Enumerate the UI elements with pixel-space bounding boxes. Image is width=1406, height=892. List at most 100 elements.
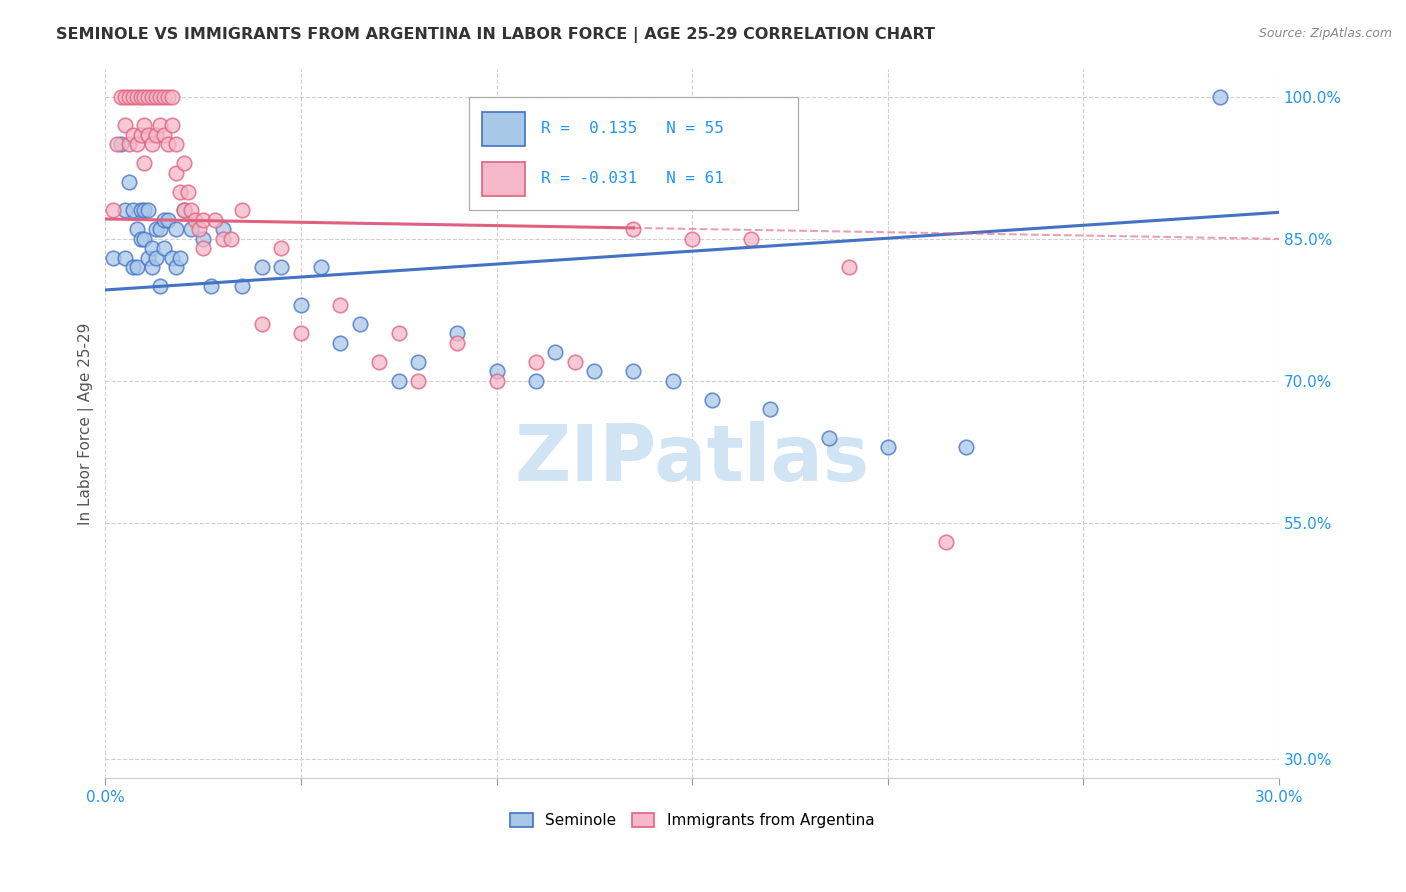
Point [156, 137, 179, 152]
Point [153, 241, 176, 255]
Point [329, 335, 352, 350]
Point [564, 355, 586, 369]
Point [681, 232, 703, 246]
Point [134, 203, 156, 218]
Point [114, 118, 136, 132]
Point [876, 440, 898, 454]
Point [661, 374, 683, 388]
Point [270, 241, 292, 255]
Point [149, 279, 172, 293]
Point [105, 137, 128, 152]
Point [103, 251, 125, 265]
Point [110, 137, 132, 152]
Point [149, 90, 172, 104]
Point [329, 298, 352, 312]
Point [740, 232, 762, 246]
Point [623, 222, 645, 236]
Text: SEMINOLE VS IMMIGRANTS FROM ARGENTINA IN LABOR FORCE | AGE 25-29 CORRELATION CHA: SEMINOLE VS IMMIGRANTS FROM ARGENTINA IN… [56, 27, 935, 43]
Point [759, 402, 782, 417]
Point [160, 118, 183, 132]
Point [180, 222, 202, 236]
Point [125, 260, 148, 275]
Point [145, 222, 167, 236]
Point [180, 203, 202, 218]
Point [544, 345, 567, 359]
Point [349, 317, 371, 331]
Point [114, 251, 136, 265]
Point [818, 431, 841, 445]
Point [153, 213, 176, 227]
Point [110, 90, 132, 104]
Point [114, 90, 136, 104]
Point [200, 279, 222, 293]
Point [1209, 90, 1232, 104]
Point [250, 317, 273, 331]
Point [250, 260, 273, 275]
Point [125, 222, 148, 236]
Point [125, 137, 148, 152]
Point [231, 279, 253, 293]
Point [141, 260, 163, 275]
Point [524, 374, 547, 388]
Text: Source: ZipAtlas.com: Source: ZipAtlas.com [1258, 27, 1392, 40]
Point [138, 128, 160, 142]
Point [184, 213, 207, 227]
Point [211, 232, 233, 246]
Point [309, 260, 332, 275]
Point [623, 364, 645, 378]
Point [270, 260, 292, 275]
Point [129, 90, 152, 104]
Point [290, 298, 312, 312]
Point [160, 251, 183, 265]
Point [141, 137, 163, 152]
Point [173, 203, 195, 218]
Point [145, 90, 167, 104]
Point [524, 355, 547, 369]
Point [145, 128, 167, 142]
Point [408, 374, 430, 388]
Point [188, 222, 211, 236]
Point [165, 137, 187, 152]
Point [138, 203, 160, 218]
Point [173, 156, 195, 170]
Point [176, 185, 198, 199]
Point [121, 203, 143, 218]
Point [138, 251, 160, 265]
Point [700, 392, 723, 407]
Point [165, 166, 187, 180]
Point [204, 213, 226, 227]
Point [145, 251, 167, 265]
Point [388, 326, 411, 341]
Point [134, 156, 156, 170]
Point [114, 203, 136, 218]
Point [153, 128, 176, 142]
Point [211, 222, 233, 236]
Point [125, 90, 148, 104]
Point [149, 118, 172, 132]
Point [118, 137, 141, 152]
Point [121, 260, 143, 275]
Point [153, 90, 176, 104]
Point [160, 90, 183, 104]
Point [129, 128, 152, 142]
Point [129, 203, 152, 218]
Point [838, 260, 860, 275]
Point [169, 185, 191, 199]
Point [173, 203, 195, 218]
Point [219, 232, 242, 246]
Point [149, 222, 172, 236]
Point [129, 232, 152, 246]
Point [408, 355, 430, 369]
Point [193, 213, 215, 227]
Point [193, 241, 215, 255]
Point [165, 222, 187, 236]
Point [165, 260, 187, 275]
Point [231, 203, 253, 218]
Point [121, 128, 143, 142]
Text: ZIPatlas: ZIPatlas [515, 421, 870, 497]
Point [935, 534, 957, 549]
Point [169, 251, 191, 265]
Point [388, 374, 411, 388]
Point [193, 232, 215, 246]
Point [138, 90, 160, 104]
